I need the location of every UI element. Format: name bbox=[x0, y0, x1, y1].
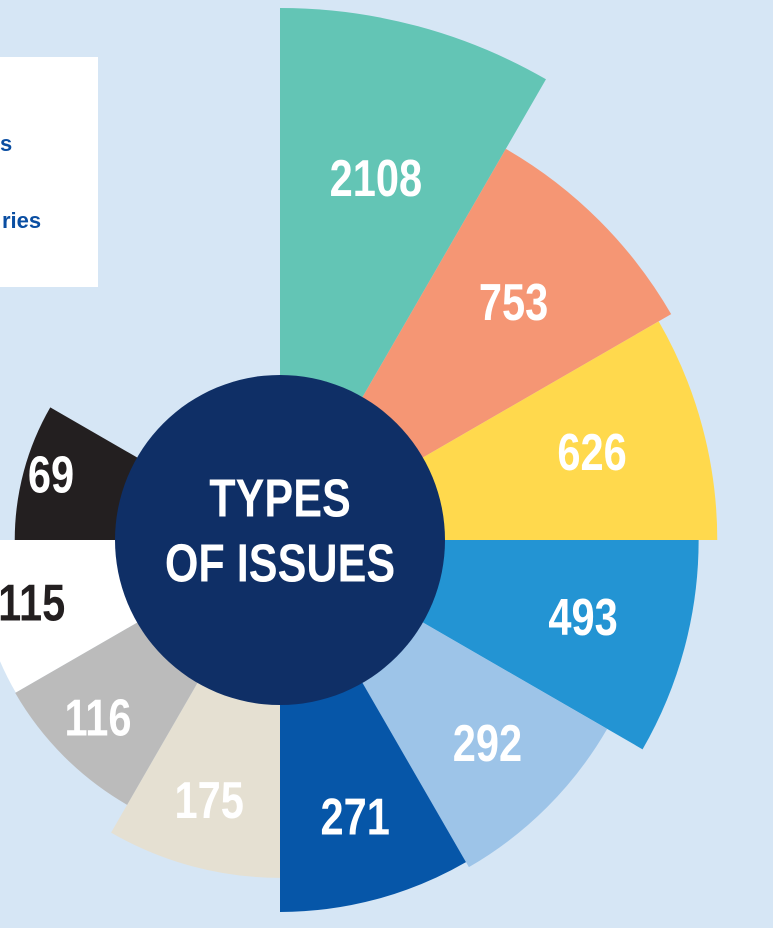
value-label: 69 bbox=[28, 445, 74, 504]
value-label: 292 bbox=[453, 714, 522, 773]
value-label: 2108 bbox=[330, 148, 423, 207]
value-label: 271 bbox=[320, 787, 389, 846]
legend-box bbox=[0, 57, 98, 287]
center-circle bbox=[115, 375, 445, 705]
value-label: 175 bbox=[175, 770, 244, 829]
legend-text: s bbox=[0, 131, 12, 156]
value-label: 626 bbox=[557, 423, 626, 482]
value-label: 493 bbox=[548, 587, 617, 646]
center-title: TYPES bbox=[209, 469, 351, 529]
center-title: OF ISSUES bbox=[165, 534, 395, 594]
legend-text: ries bbox=[2, 208, 41, 233]
value-label: 116 bbox=[64, 688, 131, 747]
value-label: 753 bbox=[479, 273, 548, 332]
value-label: 115 bbox=[0, 573, 65, 632]
